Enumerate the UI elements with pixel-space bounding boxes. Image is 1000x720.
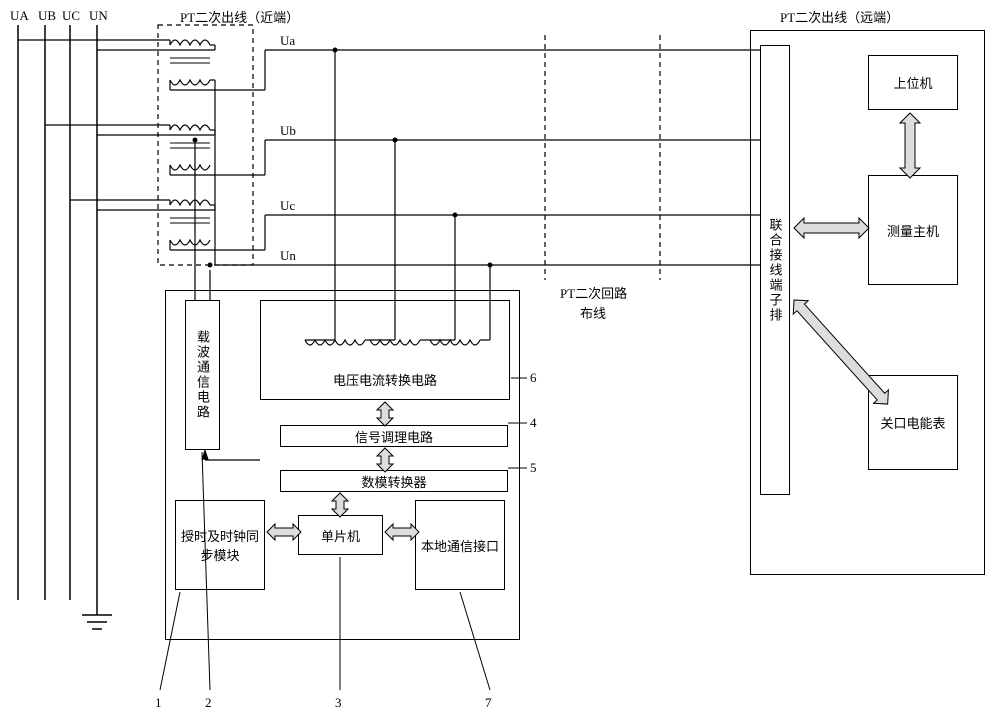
transformer-1: [18, 40, 215, 265]
ct-coils: [305, 300, 490, 345]
double-arrows: [267, 113, 920, 540]
diagram-svg: [0, 0, 1000, 720]
transformer-3: [70, 200, 215, 250]
